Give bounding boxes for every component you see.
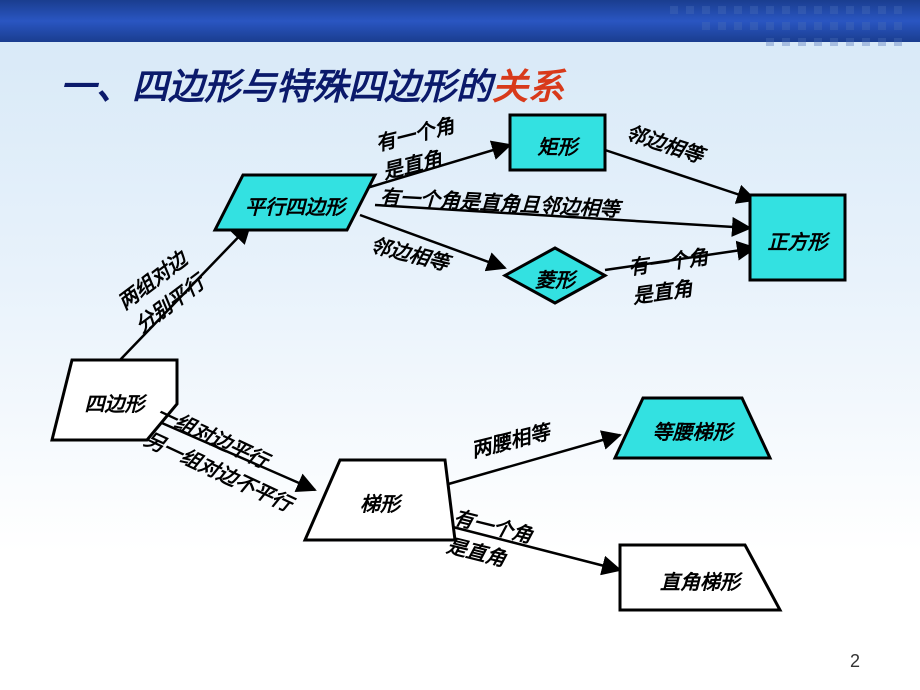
node-rect: 矩形 <box>510 115 605 170</box>
node-rt_trap: 直角梯形 <box>620 545 780 610</box>
slide: 一、四边形与特殊四边形的关系 四边形平行四边形矩形菱形正方形梯形等腰梯形直角梯形… <box>0 0 920 690</box>
title-highlight: 关系 <box>492 66 564 107</box>
edge-label: 一组对边平行另一组对边不平行 <box>140 397 310 517</box>
node-label: 平行四边形 <box>215 191 375 220</box>
node-iso_trap: 等腰梯形 <box>615 398 770 458</box>
edge-label: 两腰相等 <box>468 416 553 463</box>
node-label: 直角梯形 <box>620 566 780 595</box>
node-label: 菱形 <box>505 264 605 293</box>
title-main: 一、四边形与特殊四边形的 <box>60 66 492 107</box>
node-square: 正方形 <box>750 195 845 280</box>
edge-label: 有一个角是直角且邻边相等 <box>379 181 620 223</box>
page-title: 一、四边形与特殊四边形的关系 <box>60 58 564 110</box>
edge-label: 有一个角是直角 <box>444 501 536 577</box>
corner-dots <box>660 0 920 60</box>
edge-label: 有一个角是直角 <box>626 241 713 310</box>
node-rhombus: 菱形 <box>505 248 605 303</box>
node-label: 梯形 <box>305 488 455 517</box>
node-pgram: 平行四边形 <box>215 175 375 230</box>
node-trap: 梯形 <box>305 460 455 540</box>
edge-label: 邻边相等 <box>622 116 707 168</box>
edge-label: 有一个角是直角 <box>372 109 464 185</box>
page-number: 2 <box>850 651 860 672</box>
edge-label: 邻边相等 <box>368 229 453 276</box>
node-label: 正方形 <box>750 226 845 255</box>
node-label: 矩形 <box>510 131 605 160</box>
node-label: 等腰梯形 <box>615 416 770 445</box>
edge-label: 两组对边分别平行 <box>111 244 210 338</box>
